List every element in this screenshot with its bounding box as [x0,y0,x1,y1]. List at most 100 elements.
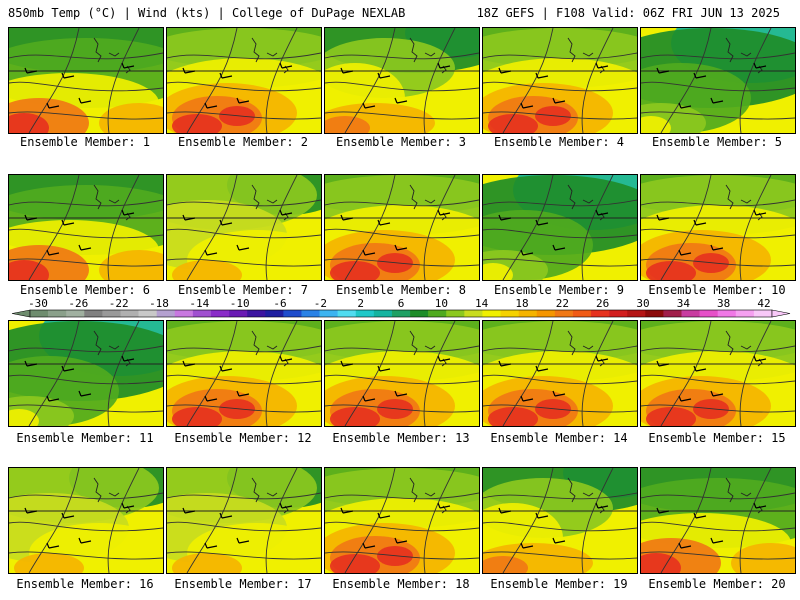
height-contours [483,468,637,573]
ensemble-member-map [324,320,480,427]
colorbar-tick-label: -26 [68,298,88,310]
wind-barbs [340,62,451,109]
colorbar-swatch [66,310,85,317]
ensemble-member-label: Ensemble Member: 11 [16,431,154,445]
ensemble-member-map [640,320,796,427]
ensemble-member-label: Ensemble Member: 15 [648,431,786,445]
colorbar-tick-label: 6 [398,298,405,310]
ensemble-member-map [640,27,796,134]
colorbar-swatch [48,310,67,317]
ensemble-member-map [640,467,796,574]
height-contours [167,321,321,426]
colorbar-tick-label: 22 [556,298,569,310]
ensemble-member-label: Ensemble Member: 13 [332,431,470,445]
height-contours [325,321,479,426]
ensemble-member-label: Ensemble Member: 14 [490,431,628,445]
wind-barbs [656,62,767,109]
colorbar-tick-label: 26 [596,298,609,310]
temperature-field [325,321,479,426]
colorbar-tick-label: 42 [757,298,770,310]
wind-barbs [656,209,767,256]
height-contours [9,468,163,573]
colorbar-swatch [138,310,157,317]
ensemble-member-map [482,320,638,427]
height-contours [325,468,479,573]
colorbar-tick-label: -22 [109,298,129,310]
wind-barbs [24,62,135,109]
colorbar-swatch [391,310,411,317]
ensemble-member-label: Ensemble Member: 5 [651,135,783,149]
ensemble-member-map [640,174,796,281]
colorbar-low-arrow [11,309,31,318]
wind-barbs [656,355,767,402]
ensemble-member-map [324,27,480,134]
temperature-field [483,321,637,426]
colorbar-swatch [572,310,592,317]
temperature-field [9,468,163,573]
colorbar-swatch [627,310,646,317]
colorbar-swatch [591,310,610,317]
colorbar-swatch [681,310,700,317]
ensemble-member-label: Ensemble Member: 7 [177,283,309,297]
colorbar-tick-label: 30 [636,298,649,310]
temperature-field [641,175,795,280]
height-contours [9,321,163,426]
colorbar-tick-label: 18 [515,298,528,310]
ensemble-member-label: Ensemble Member: 20 [648,577,786,591]
colorbar-swatch [120,310,139,317]
height-contours [641,28,795,133]
temperature-field [641,28,795,133]
colorbar-swatch [663,310,682,317]
ensemble-member-label: Ensemble Member: 17 [174,577,312,591]
ensemble-member-map [482,174,638,281]
temperature-field [9,28,163,133]
colorbar-tick-label: 38 [717,298,730,310]
height-contours [641,175,795,280]
temperature-field [167,28,321,133]
ensemble-member-map [8,467,164,574]
colorbar-swatch [319,310,338,317]
wind-barbs [498,62,609,109]
height-contours [641,468,795,573]
colorbar-swatch [518,310,538,317]
height-contours [483,175,637,280]
height-contours [483,321,637,426]
temperature-field [641,468,795,573]
colorbar-tick-label: -6 [273,298,286,310]
height-contours [9,28,163,133]
temperature-field [325,175,479,280]
colorbar-swatch [428,310,447,317]
height-contours [325,28,479,133]
colorbar-swatch [210,310,230,317]
ensemble-member-map [166,27,322,134]
ensemble-member-label: Ensemble Member: 19 [490,577,628,591]
height-contours [167,28,321,133]
colorbar-swatch [102,310,121,317]
ensemble-member-map [166,467,322,574]
colorbar-swatch [156,310,176,317]
wind-barbs [182,355,293,402]
colorbar-tick-label: 2 [357,298,364,310]
ensemble-member-label: Ensemble Member: 2 [177,135,309,149]
colorbar-high-arrow [771,309,791,318]
wind-barbs [182,62,293,109]
temperature-field [167,468,321,573]
wind-barbs [340,355,451,402]
ensemble-member-label: Ensemble Member: 9 [493,283,625,297]
colorbar-swatch [446,310,465,317]
ensemble-member-label: Ensemble Member: 16 [16,577,154,591]
ensemble-member-map [324,467,480,574]
colorbar-swatch [247,310,266,317]
ensemble-member-map [166,320,322,427]
wind-barbs [340,502,451,549]
colorbar-swatch [265,310,284,317]
colorbar-swatch [645,310,664,317]
colorbar-tick-label: -2 [314,298,327,310]
colorbar-swatch [753,310,773,317]
colorbar-swatch [229,310,248,317]
ensemble-member-label: Ensemble Member: 18 [332,577,470,591]
model-run-info: 18Z GEFS | F108 Valid: 06Z FRI JUN 13 20… [476,6,780,20]
wind-barbs [182,502,293,549]
wind-barbs [656,502,767,549]
ensemble-member-label: Ensemble Member: 12 [174,431,312,445]
